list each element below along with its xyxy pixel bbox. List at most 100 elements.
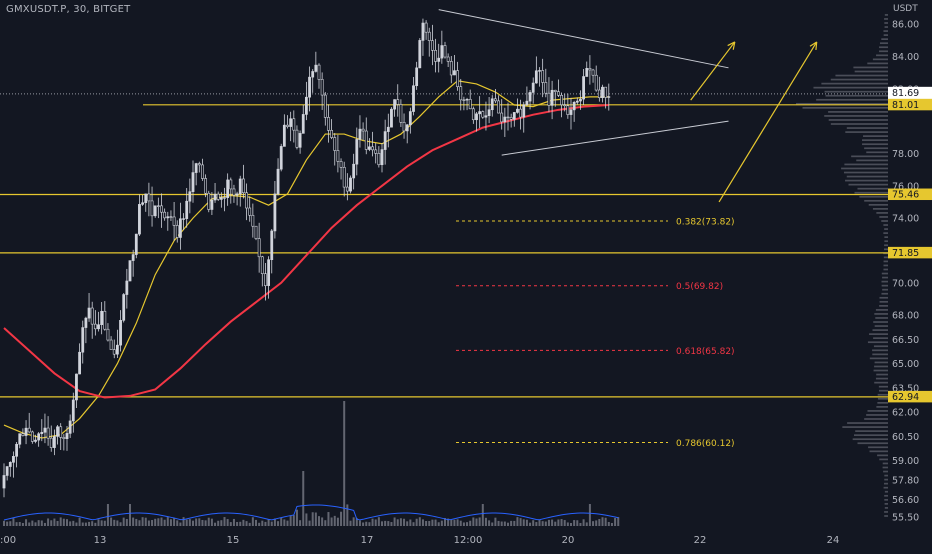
- volume-bar: [459, 520, 462, 526]
- profile-bar: [877, 397, 888, 400]
- profile-bar: [875, 377, 888, 380]
- volume-bar: [617, 517, 620, 526]
- profile-bar: [874, 325, 888, 327]
- candle-body: [204, 178, 208, 194]
- volume-bar: [169, 519, 172, 526]
- volume-bar: [283, 519, 286, 526]
- profile-bar: [876, 406, 888, 408]
- volume-bar: [396, 519, 399, 526]
- volume-bar: [37, 520, 40, 526]
- volume-bar: [198, 518, 201, 526]
- profile-bar: [875, 317, 888, 319]
- volume-bar: [447, 518, 450, 526]
- candle-body: [399, 104, 403, 123]
- candle-body: [308, 76, 311, 98]
- candle-body: [153, 205, 157, 217]
- price-tick-label: 62.00: [892, 408, 919, 419]
- profile-bar: [883, 486, 888, 489]
- profile-bar: [874, 313, 888, 315]
- volume-bar: [557, 519, 560, 526]
- candle-body: [267, 259, 271, 286]
- candle-body: [30, 431, 34, 442]
- price-label-box: [888, 246, 932, 259]
- volume-bar: [151, 520, 154, 526]
- profile-bar: [884, 22, 888, 24]
- profile-bar: [878, 385, 888, 388]
- profile-bar: [874, 381, 888, 384]
- profile-bar: [873, 337, 888, 340]
- volume-bar: [554, 521, 557, 526]
- chart-area[interactable]: 0.382(73.82) 0.5(69.82) 0.618(65.82) 0.786(…: [0, 0, 888, 530]
- volume-bar: [255, 519, 257, 526]
- candle-body: [298, 133, 302, 148]
- candle-body: [481, 111, 485, 118]
- volume-bar: [453, 519, 456, 526]
- profile-bar: [868, 446, 888, 449]
- volume-bar: [327, 512, 330, 526]
- triangle-lower-trendline: [501, 120, 729, 156]
- volume-bar: [280, 517, 283, 526]
- candle-body: [582, 76, 586, 100]
- volume-bar: [393, 517, 396, 526]
- profile-bar: [875, 309, 888, 311]
- candle-body: [534, 70, 538, 84]
- profile-bar: [883, 34, 888, 36]
- price-label-level: 71.85: [892, 248, 919, 259]
- triangle-upper-trendline: [438, 9, 729, 69]
- candle-body: [191, 172, 195, 192]
- volume-bar: [519, 518, 522, 526]
- profile-bar: [835, 74, 888, 77]
- candle-body: [210, 199, 214, 210]
- candle-body: [248, 207, 252, 216]
- time-axis[interactable]: :00 13 15 17 12:00 20 22 24: [0, 530, 888, 550]
- candle-body: [377, 153, 381, 166]
- candle-body: [560, 95, 563, 106]
- volume-bar: [349, 520, 352, 526]
- volume-bar: [53, 518, 56, 526]
- volume-bar: [236, 521, 239, 526]
- candle-body: [197, 163, 201, 166]
- profile-bar: [872, 58, 888, 61]
- volume-bar: [141, 517, 144, 526]
- price-tick-label: 74.00: [892, 214, 919, 225]
- price-chart[interactable]: 0.382(73.82) 0.5(69.82) 0.618(65.82) 0.786(…: [0, 0, 888, 530]
- volume-bar: [223, 517, 226, 526]
- candle-body: [465, 99, 469, 101]
- volume-bar: [358, 520, 361, 526]
- volume-bar: [585, 522, 588, 526]
- volume-bar: [314, 512, 317, 526]
- candle-body: [566, 105, 570, 115]
- volume-bar: [220, 520, 223, 526]
- candle-body: [393, 99, 397, 110]
- profile-bar: [884, 515, 888, 517]
- price-axis[interactable]: 86.0084.0082.0078.0076.0074.0072.0070.00…: [888, 0, 932, 550]
- profile-bar: [883, 264, 888, 267]
- profile-bar: [876, 212, 888, 214]
- candle-body: [314, 64, 318, 72]
- candle-body: [59, 426, 63, 438]
- candle-body: [503, 116, 507, 123]
- candle-body: [201, 164, 204, 179]
- candle-body: [289, 118, 293, 127]
- candle-body: [405, 124, 409, 132]
- profile-bar: [881, 292, 888, 295]
- volume-bar: [210, 518, 213, 526]
- candle-body: [219, 197, 223, 200]
- candle-body: [125, 280, 129, 295]
- candle-body: [475, 113, 478, 121]
- volume-bar: [166, 517, 169, 526]
- volume-bar: [192, 520, 194, 526]
- profile-bar: [830, 123, 888, 125]
- candle-body: [594, 74, 598, 91]
- candle-body: [141, 202, 145, 205]
- profile-bar: [883, 224, 888, 226]
- profile-bar: [867, 410, 888, 412]
- candle-body: [311, 71, 315, 78]
- volume-bar: [138, 520, 141, 526]
- candle-body: [276, 168, 280, 195]
- candle-body: [449, 61, 453, 76]
- candles: [2, 18, 611, 498]
- profile-bar: [859, 195, 888, 198]
- candle-body: [49, 437, 53, 448]
- profile-bar: [879, 458, 888, 461]
